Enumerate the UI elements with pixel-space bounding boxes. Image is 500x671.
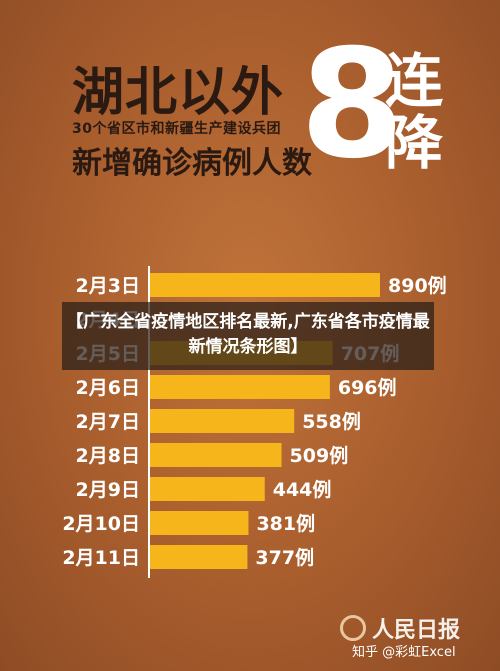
overlay-banner: 【广东全省疫情地区排名最新,广东省各市疫情最新情况条形图】: [62, 302, 434, 370]
tick-label: 2月6日: [76, 377, 140, 399]
banner-text: 【广东全省疫情地区排名最新,广东省各市疫情最新情况条形图】: [66, 312, 430, 357]
tick-label: 2月8日: [76, 445, 140, 467]
headline-line3: 新增确诊病例人数: [72, 146, 312, 181]
bar: [150, 443, 282, 467]
headline-lian: 连: [385, 47, 444, 115]
bar: [150, 375, 330, 399]
logo-text: 人民日报: [372, 618, 461, 643]
bar: [150, 273, 380, 297]
data-label: 377例: [255, 546, 314, 569]
headline-jiang: 降: [385, 109, 444, 177]
tick-label: 2月3日: [76, 275, 140, 297]
tick-label: 2月9日: [76, 479, 140, 501]
data-label: 890例: [388, 274, 447, 297]
bar: [150, 511, 249, 535]
watermark: 知乎 @彩虹Excel: [352, 645, 456, 660]
bar: [150, 545, 248, 569]
big-number: 8: [300, 18, 405, 192]
logo-icon: [340, 615, 366, 641]
data-label: 444例: [273, 478, 332, 501]
tick-label: 2月7日: [76, 411, 140, 433]
data-label: 381例: [256, 512, 315, 535]
bar: [150, 477, 265, 501]
data-label: 558例: [302, 410, 361, 433]
tick-label: 2月10日: [62, 513, 140, 535]
data-label: 509例: [290, 444, 349, 467]
bar: [150, 409, 295, 433]
tick-label: 2月11日: [62, 547, 140, 569]
headline-line1: 湖北以外: [72, 63, 285, 123]
headline-line2: 30个省区市和新疆生产建设兵团: [72, 121, 281, 137]
data-label: 696例: [338, 376, 397, 399]
